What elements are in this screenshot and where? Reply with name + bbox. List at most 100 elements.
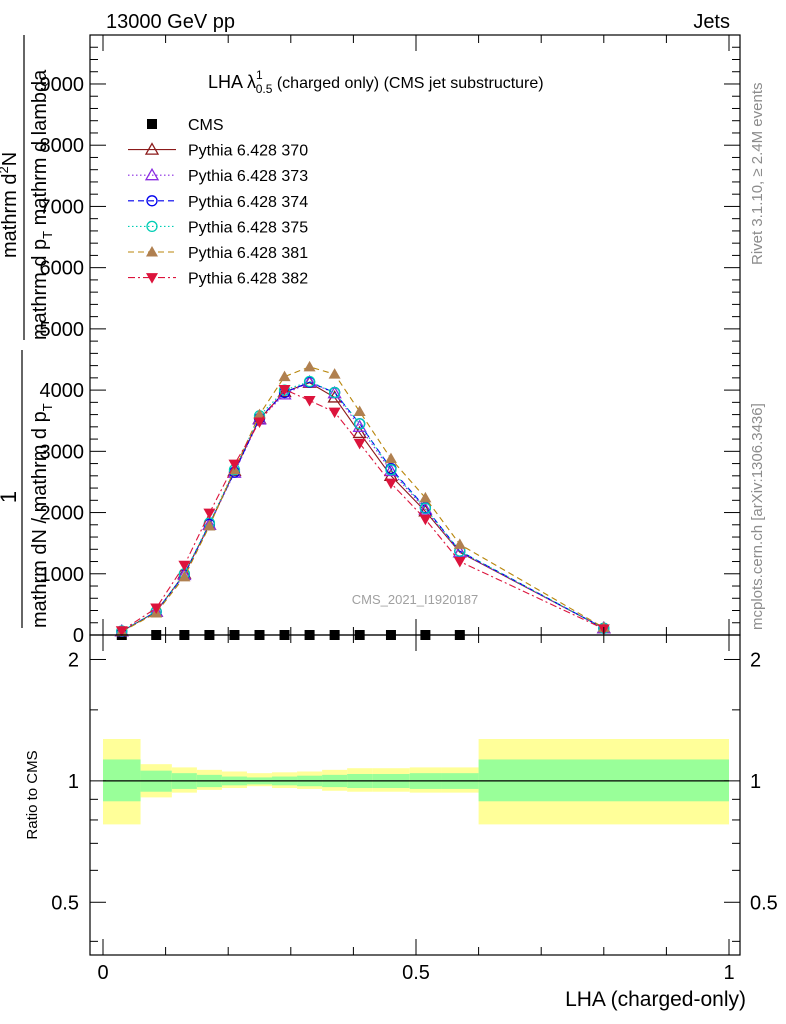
main-y-tick-label: 5000 <box>40 319 85 341</box>
data-point-pythia-6-428-382 <box>228 459 241 471</box>
data-point-pythia-6-428-382 <box>453 557 466 568</box>
data-point-pythia-6-428-381 <box>178 570 191 582</box>
header-category: Jets <box>693 11 730 33</box>
data-point-pythia-6-428-370 <box>352 425 367 439</box>
ratio-y-tick-label-right: 1 <box>750 771 761 793</box>
legend-item-pythia-6-428-374: Pythia 6.428 374 <box>128 194 308 211</box>
data-point-pythia-6-428-382 <box>178 560 191 572</box>
data-point-pythia-6-428-382 <box>150 603 163 615</box>
legend-marker-pythia-6-428-370 <box>144 142 160 155</box>
legend-label-pythia-6-428-374: Pythia 6.428 374 <box>188 194 308 211</box>
legend-marker-pythia-6-428-381 <box>146 246 158 257</box>
series-pythia-6-428-382 <box>115 384 610 637</box>
data-point-pythia-6-428-382 <box>303 396 316 407</box>
data-point-pythia-6-428-381 <box>419 491 432 503</box>
ratio-y-tick-label-right: 0.5 <box>750 892 778 914</box>
legend-label-pythia-6-428-375: Pythia 6.428 375 <box>188 219 308 236</box>
title-sup: 1 <box>256 68 263 82</box>
data-point-pythia-6-428-375 <box>419 502 432 514</box>
ylabel-one: 1 <box>0 491 21 503</box>
x-tick-label: 1 <box>723 962 734 984</box>
series-line-pythia-6-428-381 <box>121 366 605 633</box>
legend-marker-pythia-6-428-374 <box>146 195 158 207</box>
legend-marker-pythia-6-428-382 <box>146 273 158 284</box>
ylabel-numerator-main: mathrm d <box>0 174 21 258</box>
ylabel-numerator-line1: mathrm d2N <box>0 152 21 258</box>
legend-item-cms: CMS <box>147 117 224 134</box>
legend-label-pythia-6-428-370: Pythia 6.428 370 <box>188 143 308 160</box>
main-series-layer <box>114 360 611 640</box>
data-point-pythia-6-428-381 <box>353 405 366 417</box>
legend-item-pythia-6-428-370: Pythia 6.428 370 <box>128 142 308 160</box>
ratio-y-axis-label: Ratio to CMS <box>24 750 41 839</box>
series-line-pythia-6-428-373 <box>121 381 605 632</box>
data-point-pythia-6-428-382 <box>353 438 366 450</box>
ylabel-numerator2-main: mathrm d p <box>29 239 51 340</box>
main-y-tick-label: 8000 <box>40 135 85 157</box>
legend-item-pythia-6-428-382: Pythia 6.428 382 <box>128 271 308 288</box>
data-point-pythia-6-428-381 <box>328 368 341 379</box>
header-energy: 13000 GeV pp <box>106 11 235 33</box>
data-point-pythia-6-428-382 <box>419 514 432 526</box>
series-line-pythia-6-428-374 <box>121 381 605 632</box>
legend-label-pythia-6-428-373: Pythia 6.428 373 <box>188 168 308 185</box>
legend-marker-pythia-6-428-375 <box>146 220 158 233</box>
ylabel-numerator-sup: 2 <box>0 166 11 173</box>
data-point-pythia-6-428-381 <box>384 452 397 464</box>
series-line-pythia-6-428-375 <box>121 380 605 632</box>
ylabel-numerator2-rest: mathrm d lambda <box>29 69 51 231</box>
ylabel-denominator-main: mathrm dN / mathrm d p <box>29 411 51 628</box>
main-y-tick-label: 7000 <box>40 196 85 218</box>
data-point-pythia-6-428-381 <box>253 408 266 420</box>
ylabel-numerator-line2: mathrm d pT mathrm d lambda <box>29 69 55 340</box>
legend-label-cms: CMS <box>188 117 224 134</box>
data-point-pythia-6-428-382 <box>203 508 216 520</box>
mcplots-url-text: mcplots.cern.ch [arXiv:1306.3436] <box>749 403 766 630</box>
ratio-y-tick-label-left: 2 <box>68 649 79 671</box>
data-point-pythia-6-428-382 <box>328 407 341 419</box>
x-axis-label: LHA (charged-only) <box>565 988 746 1011</box>
main-y-axis-label: 1 mathrm dN / mathrm d pT mathrm d2N mat… <box>0 35 55 628</box>
ratio-frame <box>89 634 741 956</box>
x-tick-label: 0 <box>97 962 108 984</box>
chart-title: LHA λ1 0.5 (charged only) (CMS jet substr… <box>208 68 544 96</box>
data-point-pythia-6-428-381 <box>453 538 466 549</box>
x-tick-label: 0.5 <box>402 962 430 984</box>
rivet-version-text: Rivet 3.1.10, ≥ 2.4M events <box>749 83 766 266</box>
ratio-bands-layer <box>103 739 729 825</box>
ylabel-numerator-rest: N <box>0 152 21 166</box>
main-y-tick-label: 4000 <box>40 380 85 402</box>
legend: CMS Pythia 6.428 370 Pythia 6.428 373 Pythi… <box>128 117 308 288</box>
data-point-pythia-6-428-373 <box>352 419 367 432</box>
ratio-y-tick-label-left: 0.5 <box>51 892 79 914</box>
main-y-tick-label: 6000 <box>40 258 85 280</box>
main-y-tick-label: 1000 <box>40 564 85 586</box>
series-line-pythia-6-428-382 <box>121 388 605 632</box>
main-axes: 0 1000 2000 3000 4000 5000 6000 7000 8000 9000 <box>40 35 740 647</box>
data-point-pythia-6-428-370 <box>277 384 292 398</box>
legend-label-pythia-6-428-382: Pythia 6.428 382 <box>188 271 308 288</box>
main-y-tick-label: 9000 <box>40 74 85 96</box>
title-main: LHA λ <box>208 72 256 92</box>
legend-item-pythia-6-428-373: Pythia 6.428 373 <box>128 167 308 185</box>
ylabel-denominator: mathrm dN / mathrm d pT <box>29 403 55 628</box>
main-y-tick-label: 2000 <box>40 503 85 525</box>
data-point-pythia-6-428-381 <box>203 520 216 531</box>
data-point-pythia-6-428-382 <box>384 478 397 490</box>
data-point-pythia-6-428-382 <box>115 626 128 637</box>
legend-item-pythia-6-428-375: Pythia 6.428 375 <box>128 219 308 236</box>
ylabel-denominator-sub: T <box>40 403 55 411</box>
data-point-pythia-6-428-375 <box>303 375 316 388</box>
data-point-pythia-6-428-373 <box>383 463 399 477</box>
data-point-pythia-6-428-382 <box>253 417 266 428</box>
data-point-pythia-6-428-373 <box>452 545 467 558</box>
ratio-y-tick-label-right: 2 <box>750 649 761 671</box>
data-point-pythia-6-428-375 <box>354 418 366 430</box>
data-point-pythia-6-428-373 <box>418 502 433 515</box>
legend-marker-pythia-6-428-373 <box>144 167 160 181</box>
title-sub: 0.5 <box>256 82 273 96</box>
ratio-y-tick-label-left: 1 <box>68 771 79 793</box>
main-y-tick-label: 3000 <box>40 441 85 463</box>
data-point-pythia-6-428-381 <box>303 360 316 372</box>
